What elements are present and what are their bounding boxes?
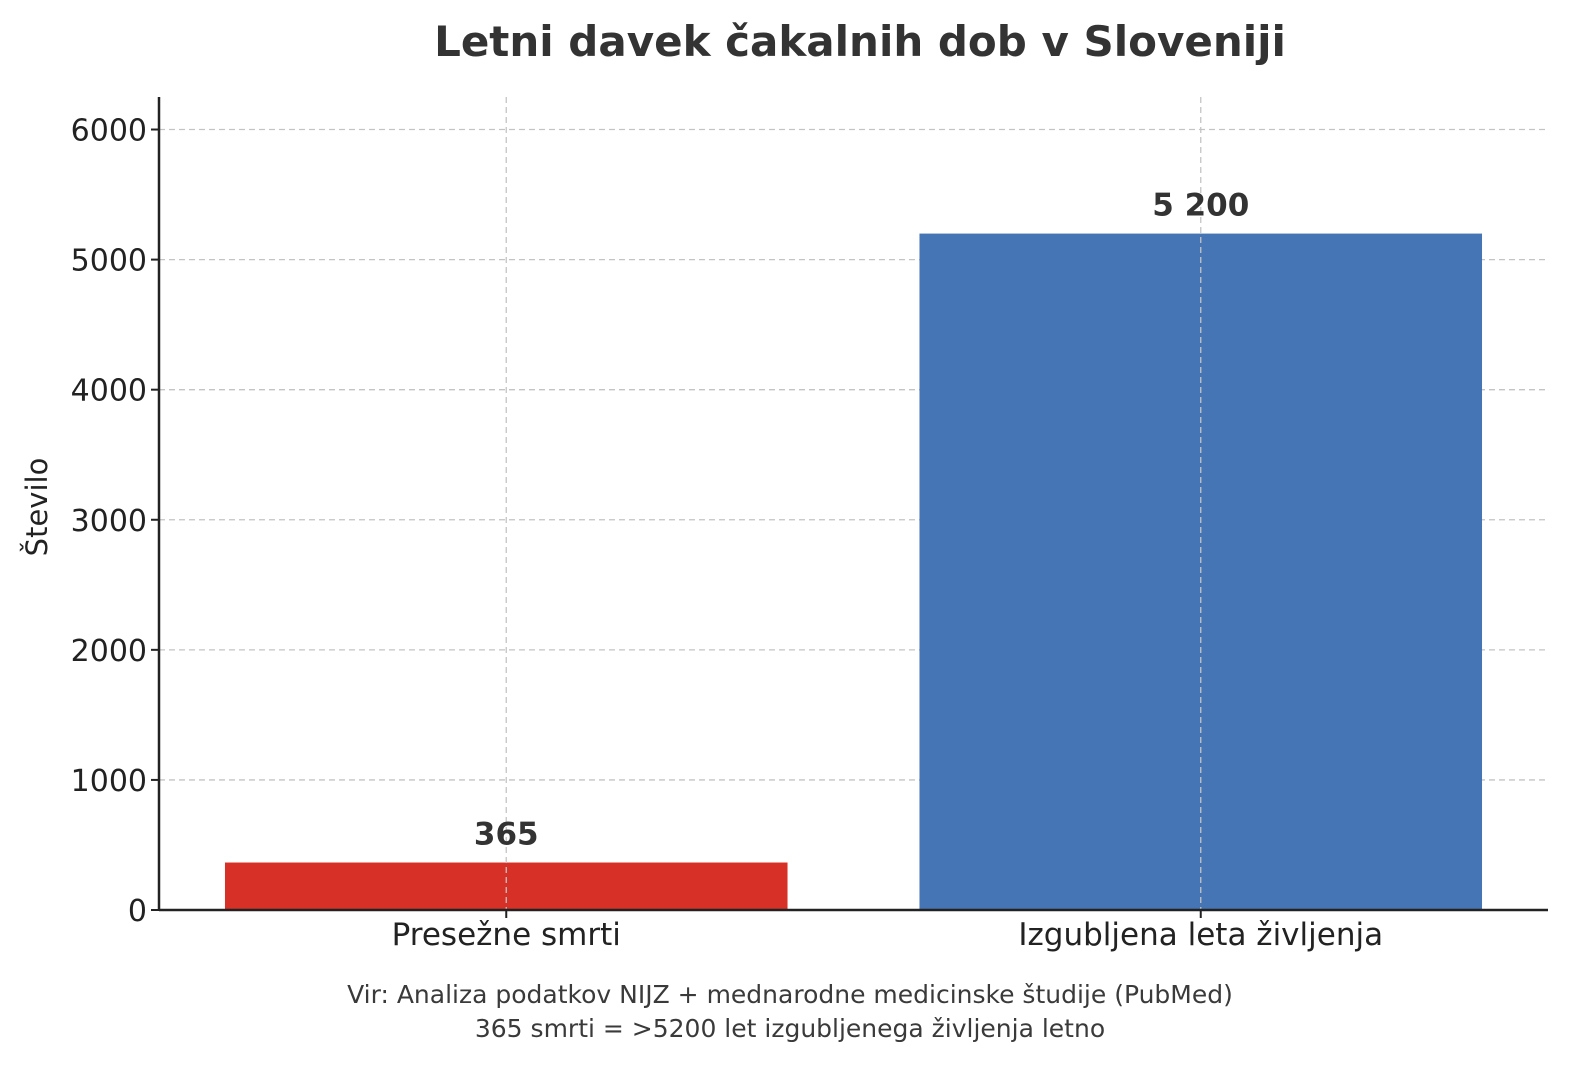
y-tick-label: 0 <box>128 894 147 929</box>
summary-note: 365 smrti = >5200 let izgubljenega življ… <box>474 1014 1106 1043</box>
x-ticks: Presežne smrti Izgubljena leta življenja <box>392 910 1383 953</box>
data-label: 365 <box>474 817 539 853</box>
y-tick-label: 4000 <box>71 374 147 409</box>
y-ticks: 0 1000 2000 3000 4000 5000 6000 <box>71 114 159 929</box>
vertical-grid-lines <box>505 97 1202 910</box>
data-label: 5 200 <box>1152 188 1249 224</box>
y-tick-label: 6000 <box>71 114 147 149</box>
y-tick-label: 5000 <box>71 244 147 279</box>
chart-title: Letni davek čakalnih dob v Sloveniji <box>434 17 1286 66</box>
x-tick-label: Izgubljena leta življenja <box>1018 917 1383 953</box>
grid-lines <box>159 128 1548 781</box>
y-tick-label: 1000 <box>71 764 147 799</box>
bars <box>224 233 1483 911</box>
x-tick-label: Presežne smrti <box>392 917 621 953</box>
source-note: Vir: Analiza podatkov NIJZ + mednarodne … <box>347 980 1233 1009</box>
y-tick-label: 3000 <box>71 504 147 539</box>
y-axis-label: Število <box>20 458 54 557</box>
data-labels: 365 5 200 <box>474 188 1249 853</box>
y-tick-label: 2000 <box>71 634 147 669</box>
